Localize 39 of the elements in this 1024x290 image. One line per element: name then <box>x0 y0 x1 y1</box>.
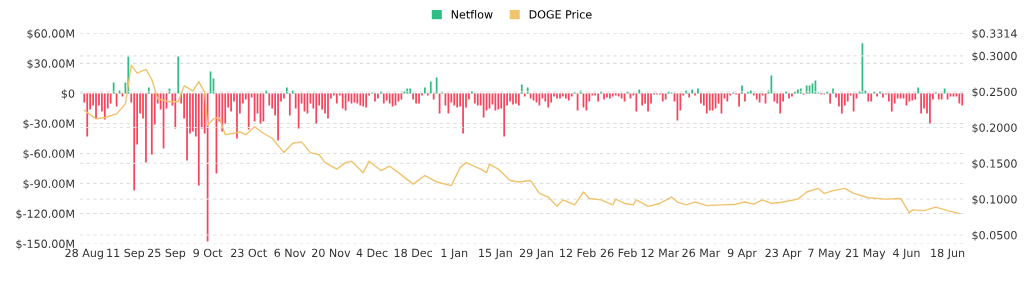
x-tick-label: 9 Apr <box>727 248 757 260</box>
x-tick-label: 11 Sep <box>107 248 145 260</box>
x-tick-label: 20 Nov <box>312 248 351 258</box>
y2-tick-label: $0.2000 <box>972 123 1017 134</box>
x-tick-label: 15 Jan <box>479 248 512 260</box>
y2-tick-label: $0.3314 <box>972 29 1017 40</box>
x-tick-label: 18 Dec <box>394 248 433 258</box>
y2-tick-label: $0.3000 <box>972 51 1017 62</box>
x-tick-label: 12 Mar <box>641 248 680 258</box>
legend-label: DOGE Price <box>529 10 592 19</box>
y2-tick-label: $0.0500 <box>972 230 1017 241</box>
y-tick-label: $0 <box>61 89 75 100</box>
x-tick-label: 1 Jan <box>441 248 468 260</box>
x-tick-label: 4 Dec <box>356 248 388 258</box>
legend-label: Netflow <box>451 10 493 19</box>
y-tick-label: $30.00M <box>27 59 74 70</box>
y-tick-label: $-30.00M <box>23 119 74 130</box>
y-tick-label: $-90.00M <box>23 179 74 190</box>
x-tick-label: 28 Aug <box>65 248 103 260</box>
x-tick-label: 23 Oct <box>231 248 267 258</box>
y2-tick-label: $0.2500 <box>972 87 1017 98</box>
y-tick-label: $-150.00M <box>16 239 74 250</box>
x-tick-label: 21 May <box>845 248 886 260</box>
x-tick-label: 4 Jun <box>893 248 920 260</box>
y-tick-label: $-60.00M <box>23 149 74 160</box>
x-tick-label: 23 Apr <box>765 248 802 260</box>
x-tick-label: 12 Feb <box>560 248 596 258</box>
y-tick-label: $-120.00M <box>16 209 74 220</box>
y-tick-label: $60.00M <box>27 29 74 40</box>
y2-tick-label: $0.1500 <box>972 159 1017 170</box>
x-tick-label: 7 May <box>808 248 841 260</box>
x-tick-label: 18 Jun <box>931 248 965 260</box>
x-tick-label: 9 Oct <box>193 248 223 258</box>
x-tick-label: 25 Sep <box>148 248 186 260</box>
y2-tick-label: $0.1000 <box>972 194 1017 206</box>
x-tick-label: 29 Jan <box>519 248 553 260</box>
x-tick-label: 6 Nov <box>274 248 306 258</box>
x-tick-label: 26 Mar <box>682 248 721 258</box>
x-tick-label: 26 Feb <box>600 248 637 258</box>
